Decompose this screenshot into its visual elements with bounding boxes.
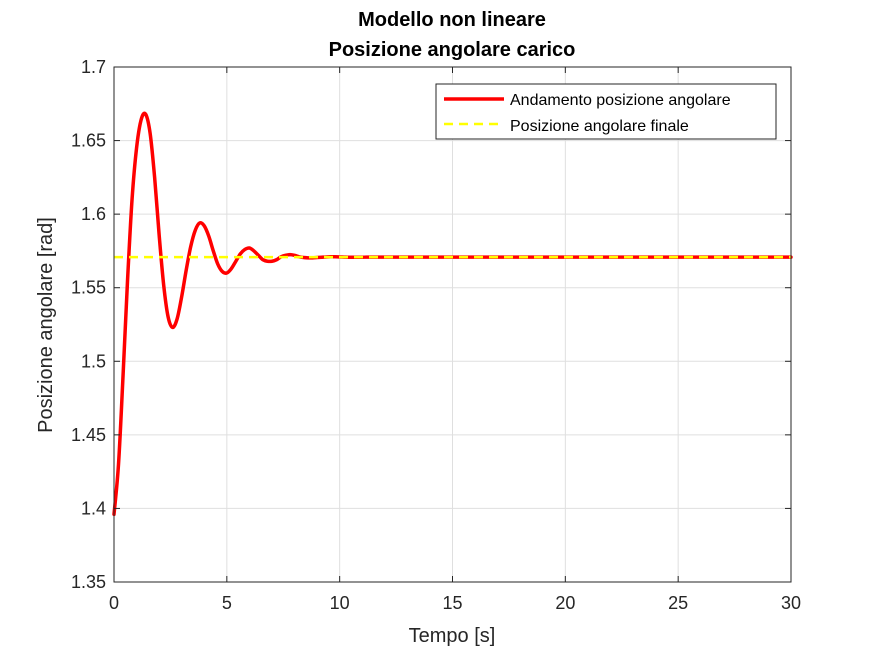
series-layer <box>112 111 793 517</box>
x-axis-label: Tempo [s] <box>409 625 496 647</box>
y-tick-label: 1.65 <box>71 131 106 151</box>
x-tick-label: 20 <box>555 593 575 613</box>
legend-label-andamento: Andamento posizione angolare <box>510 92 731 109</box>
y-tick-label: 1.4 <box>81 498 106 518</box>
chart-title: Modello non lineare <box>358 9 546 31</box>
y-axis-label: Posizione angolare [rad] <box>35 217 57 433</box>
x-tick-label: 5 <box>222 593 232 613</box>
x-tick-label: 10 <box>330 593 350 613</box>
x-tick-label: 25 <box>668 593 688 613</box>
x-tick-label: 15 <box>442 593 462 613</box>
y-tick-label: 1.35 <box>71 572 106 592</box>
grid <box>114 67 791 582</box>
legend-label-finale: Posizione angolare finale <box>510 118 689 135</box>
x-tick-label: 0 <box>109 593 119 613</box>
y-tick-label: 1.7 <box>81 57 106 77</box>
legend: Andamento posizione angolare Posizione a… <box>435 83 777 140</box>
legend-box <box>435 83 777 140</box>
y-tick-label: 1.6 <box>81 204 106 224</box>
ticks: 0 5 10 15 20 25 30 1.35 1.4 1.45 1.5 1.55 1.6 1.65 1.7 <box>71 57 801 613</box>
x-tick-label: 30 <box>781 593 801 613</box>
y-tick-label: 1.45 <box>71 425 106 445</box>
y-tick-label: 1.5 <box>81 351 106 371</box>
y-tick-label: 1.55 <box>71 278 106 298</box>
chart-subtitle: Posizione angolare carico <box>329 39 576 61</box>
